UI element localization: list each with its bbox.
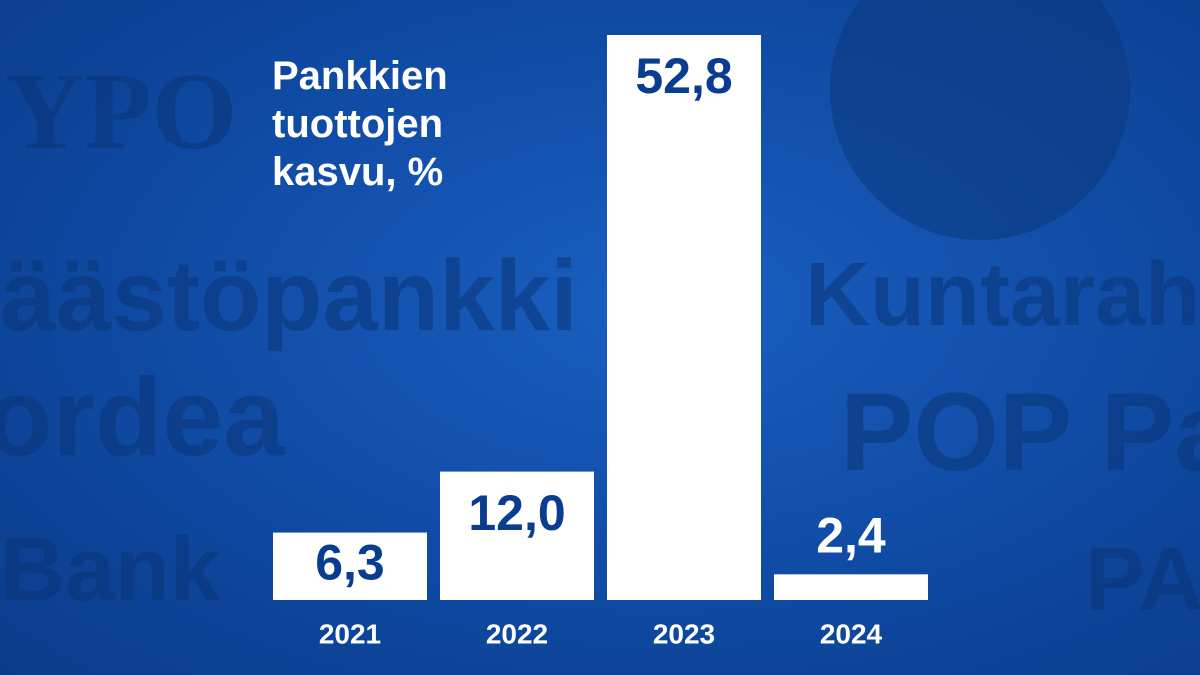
plot: 6,3 2021 12,0 2022 52,8 2023 2,4 2024 (273, 35, 928, 649)
bar (774, 574, 928, 600)
chart-title: Pankkien tuottojen kasvu, % (272, 54, 448, 194)
x-tick-label: 2023 (653, 618, 715, 649)
background-text: YPO (5, 50, 237, 172)
x-tick-label: 2022 (486, 618, 548, 649)
background-text: Kuntarahe (805, 245, 1200, 345)
background-text: POP Pa (840, 371, 1200, 494)
bar (273, 532, 427, 600)
value-label: 12,0 (468, 485, 565, 541)
value-label: 6,3 (315, 534, 385, 590)
logo-shape (830, 0, 1130, 240)
value-label: 52,8 (635, 48, 732, 104)
background-text: PA (1085, 530, 1200, 630)
background-text: äästöpankki (0, 240, 578, 352)
background-text: Bank (0, 520, 221, 620)
x-tick-label: 2021 (319, 618, 381, 649)
bar (440, 471, 594, 600)
background-text: ordea (0, 356, 285, 479)
value-label: 2,4 (816, 508, 886, 564)
x-tick-label: 2024 (820, 618, 883, 649)
bar (607, 35, 761, 600)
